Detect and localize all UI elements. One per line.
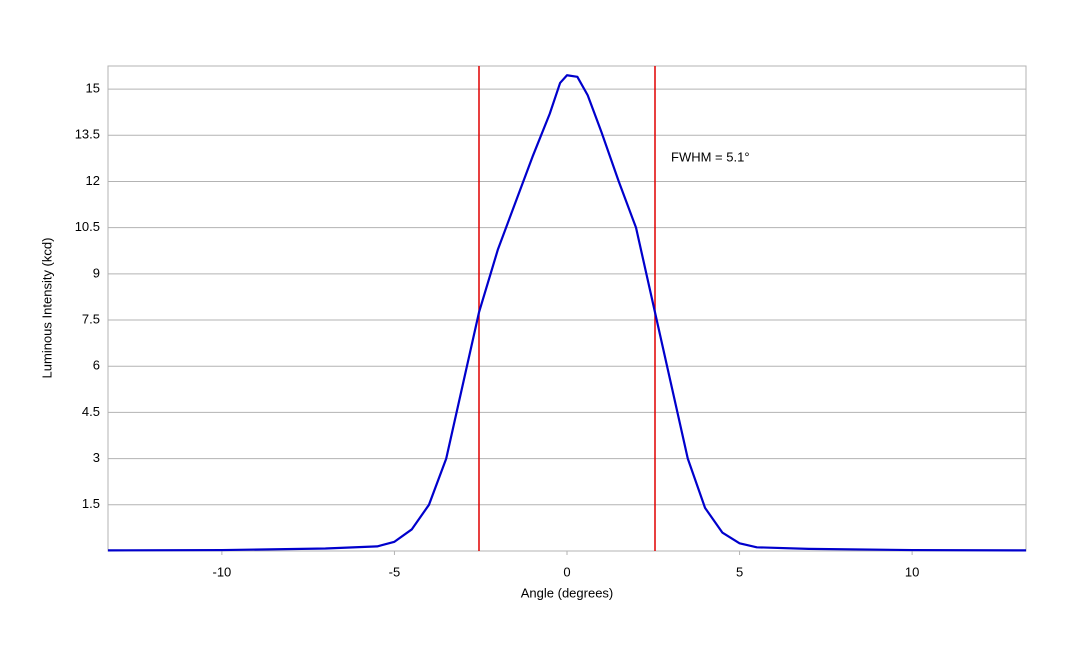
x-tick-label: 5 (736, 564, 743, 579)
x-tick-label: -10 (212, 564, 231, 579)
y-tick-label: 12 (86, 173, 100, 188)
y-tick-label: 10.5 (75, 219, 100, 234)
y-tick-label: 13.5 (75, 127, 100, 142)
x-tick-label: 10 (905, 564, 919, 579)
y-tick-label: 4.5 (82, 404, 100, 419)
x-tick-label: -5 (389, 564, 401, 579)
y-tick-label: 15 (86, 81, 100, 96)
y-tick-label: 7.5 (82, 311, 100, 326)
y-tick-label: 1.5 (82, 496, 100, 511)
annotation: FWHM = 5.1° (671, 149, 750, 164)
x-tick-label: 0 (563, 564, 570, 579)
x-axis-label: Angle (degrees) (521, 585, 614, 600)
plot-border (107, 65, 1027, 552)
y-axis-label: Luminous Intensity (kcd) (39, 238, 54, 379)
y-tick-label: 3 (93, 450, 100, 465)
line-series (107, 74, 1027, 552)
y-tick-label: 9 (93, 265, 100, 280)
y-tick-label: 6 (93, 358, 100, 373)
